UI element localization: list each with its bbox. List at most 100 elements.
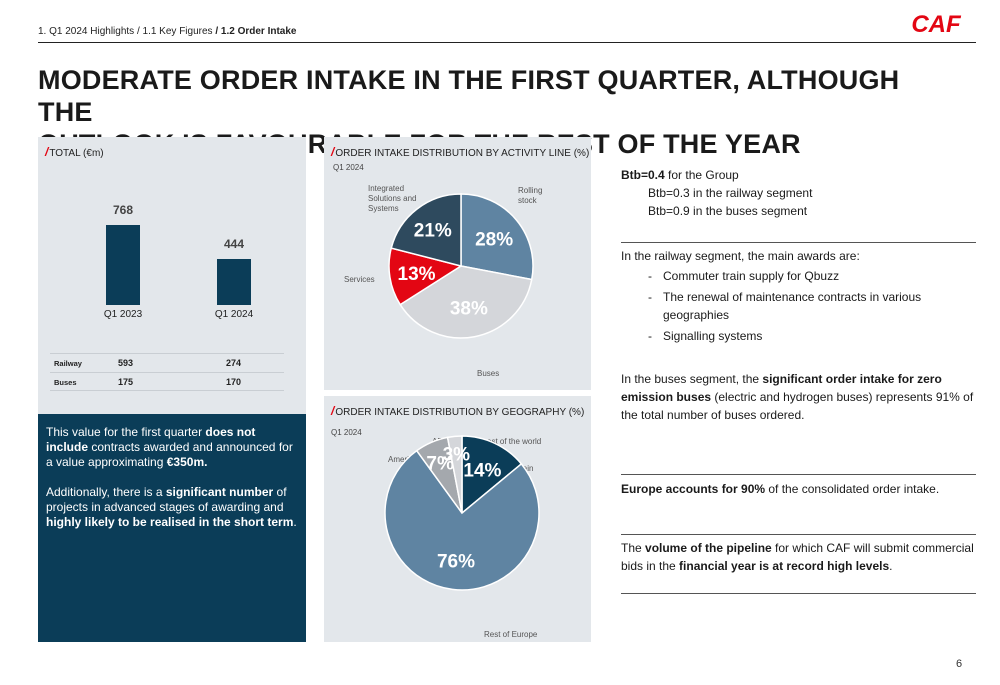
europe-text: of the consolidated order intake. (765, 482, 940, 496)
pipeline-text: The (621, 541, 646, 555)
caf-logo: CAF (911, 11, 962, 38)
table-row-label-buses: Buses (54, 378, 77, 387)
bar-q1-2024 (217, 258, 251, 305)
total-heading-text: TOTAL (€m) (49, 148, 104, 159)
btb-buses: Btb=0.9 in the buses segment (648, 204, 808, 218)
buses-text: In the buses segment, the (621, 372, 763, 386)
note-emphasis: does not include (46, 425, 256, 454)
pie-value-label: 28% (475, 230, 513, 251)
pie-label-rest-of-europe: Rest of Europe (484, 630, 538, 639)
geography-panel: /ORDER INTAKE DISTRIBUTION BY GEOGRAPHY … (324, 396, 591, 642)
note-emphasis: significant number (165, 485, 274, 499)
geography-heading-text: ORDER INTAKE DISTRIBUTION BY GEOGRAPHY (… (335, 407, 585, 418)
pie-slice-rest-of-europe (384, 449, 540, 591)
page-number: 6 (956, 658, 963, 670)
pipeline-text: . (889, 559, 893, 573)
pie-value-label: 38% (450, 298, 488, 319)
table-cell-railway-2023: 593 (118, 358, 134, 368)
pipeline-block: The volume of the pipeline for which CAF… (621, 539, 976, 575)
railway-intro: In the railway segment, the main awards … (621, 249, 860, 263)
btb-railway: Btb=0.3 in the railway segment (648, 186, 813, 200)
geography-heading: /ORDER INTAKE DISTRIBUTION BY GEOGRAPHY … (331, 404, 584, 418)
pie-slice-integrated-solutions-and-systems (390, 193, 462, 267)
heading-slash: / (331, 404, 335, 418)
btb-value: Btb=0.4 (621, 168, 665, 182)
note-text: . (293, 515, 297, 529)
note-text: Additionally, there is a (46, 485, 166, 499)
note-text: of projects in advanced stages of awardi… (46, 485, 287, 514)
activity-subheading: Q1 2024 (333, 163, 364, 172)
heading-slash: / (331, 145, 335, 159)
btb-group: Btb=0.4 for the Group (621, 166, 976, 184)
europe-emphasis: Europe accounts for 90% (621, 482, 766, 496)
pie-label-buses: Buses (477, 369, 500, 378)
buses-emphasis: significant order intake for zero emissi… (621, 372, 942, 404)
pipeline-text: for which CAF will submit commercial bid… (621, 541, 974, 573)
note-box: This value for the first quarter does no… (38, 414, 306, 642)
note-text: contracts awarded and announced for a va… (46, 440, 293, 469)
pipeline-emphasis: volume of the pipeline (645, 541, 772, 555)
pie-value-label: 21% (414, 221, 452, 242)
table-cell-railway-2024: 274 (226, 358, 242, 368)
header-rule (38, 42, 976, 43)
activity-heading: /ORDER INTAKE DISTRIBUTION BY ACTIVITY L… (331, 145, 589, 159)
btb-block: Btb=0.4 for the Group Btb=0.3 in the rai… (621, 166, 976, 220)
total-panel: /TOTAL (€m) 768 Q1 2023 444 Q1 2024 Railway… (38, 137, 306, 414)
buses-text: (electric and hydrogen buses) represents… (621, 390, 974, 422)
buses-block: In the buses segment, the significant or… (621, 370, 976, 424)
btb-text: for the Group (664, 168, 739, 182)
section-rule (621, 242, 976, 243)
railway-block: In the railway segment, the main awards … (621, 247, 976, 345)
note-emphasis: highly likely to be realised in the shor… (46, 515, 294, 529)
pipeline-emphasis: financial year is at record high levels (679, 559, 890, 573)
railway-awards-list: Commuter train supply for Qbuzz The rene… (621, 267, 976, 345)
table-rule (50, 353, 284, 354)
note-paragraph-2: Additionally, there is a significant num… (46, 485, 298, 530)
pie-slice-services (388, 247, 463, 306)
note-paragraph-1: This value for the first quarter does no… (46, 425, 298, 470)
bar-category-label: Q1 2024 (214, 309, 254, 320)
page-title-line1: MODERATE ORDER INTAKE IN THE FIRST QUART… (38, 65, 900, 127)
geography-pie-chart: 14% 76% 7%3% (384, 435, 540, 591)
table-cell-buses-2023: 175 (118, 377, 134, 387)
note-emphasis: €350m. (166, 455, 208, 469)
pie-slice-apac-and-the-rest-of-the-world (446, 435, 463, 514)
breadcrumb-path: 1. Q1 2024 Highlights / 1.1 Key Figures (38, 26, 216, 37)
table-cell-buses-2024: 170 (226, 377, 242, 387)
activity-pie-chart: 28% 38% 13% 21% (388, 193, 534, 339)
breadcrumb: 1. Q1 2024 Highlights / 1.1 Key Figures … (38, 26, 296, 37)
breadcrumb-current: / 1.2 Order Intake (215, 26, 297, 37)
list-item: Commuter train supply for Qbuzz (648, 267, 976, 285)
section-rule (621, 534, 976, 535)
section-rule (621, 474, 976, 475)
list-item: Signalling systems (648, 327, 976, 345)
bar-value-label: 768 (112, 203, 134, 217)
pie-value-label: 13% (398, 264, 436, 285)
pie-label-rolling-stock: Rolling stock (518, 186, 543, 205)
pie-value-label: 14% (463, 461, 501, 482)
bar-q1-2023 (106, 225, 140, 305)
pie-label-integrated: Integrated Solutions and Systems (368, 184, 417, 213)
table-row-label-railway: Railway (54, 359, 82, 368)
pie-value-label: 7% (426, 454, 454, 475)
activity-heading-text: ORDER INTAKE DISTRIBUTION BY ACTIVITY LI… (335, 148, 590, 159)
bar-value-label: 444 (223, 236, 245, 251)
heading-slash: / (45, 145, 49, 159)
pie-label-america: America (388, 455, 418, 464)
list-item: The renewal of maintenance contracts in … (648, 288, 976, 324)
logo-text: CAF (911, 11, 962, 38)
pie-slice-rolling-stock (460, 193, 534, 281)
pie-value-label: 3% (443, 444, 471, 465)
table-rule (50, 372, 284, 373)
bar-category-label: Q1 2023 (103, 309, 143, 320)
activity-panel: /ORDER INTAKE DISTRIBUTION BY ACTIVITY L… (324, 137, 591, 390)
pie-label-services: Services (344, 275, 375, 284)
pie-value-label: 76% (437, 552, 475, 573)
europe-block: Europe accounts for 90% of the consolida… (621, 480, 976, 498)
section-rule (621, 593, 976, 594)
total-heading: /TOTAL (€m) (45, 145, 104, 159)
note-text: This value for the first quarter (46, 425, 206, 439)
geography-subheading: Q1 2024 (331, 428, 362, 437)
pie-slice-spain (461, 435, 523, 515)
table-rule (50, 390, 284, 391)
